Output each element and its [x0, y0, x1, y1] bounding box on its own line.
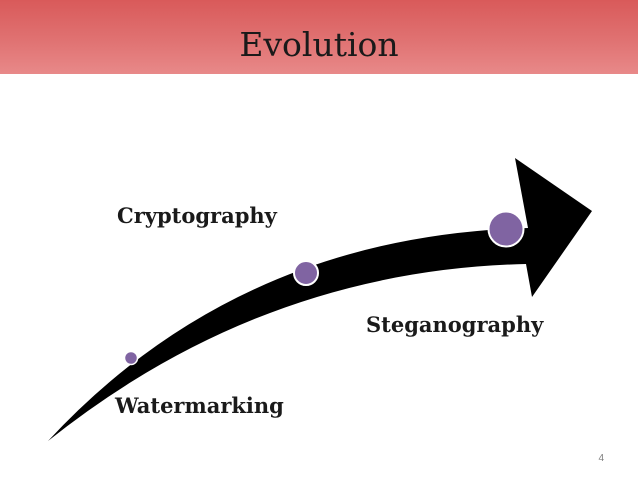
node-cryptography — [293, 260, 319, 286]
label-watermarking: Watermarking — [115, 393, 284, 418]
label-cryptography: Cryptography — [117, 203, 277, 228]
header-band — [0, 0, 638, 74]
slide-title: Evolution — [239, 25, 399, 64]
label-steganography: Steganography — [366, 312, 544, 337]
curved-arrow-icon — [48, 158, 592, 441]
page-number: 4 — [598, 453, 604, 464]
node-steganography — [487, 210, 525, 248]
node-watermarking — [123, 350, 139, 366]
